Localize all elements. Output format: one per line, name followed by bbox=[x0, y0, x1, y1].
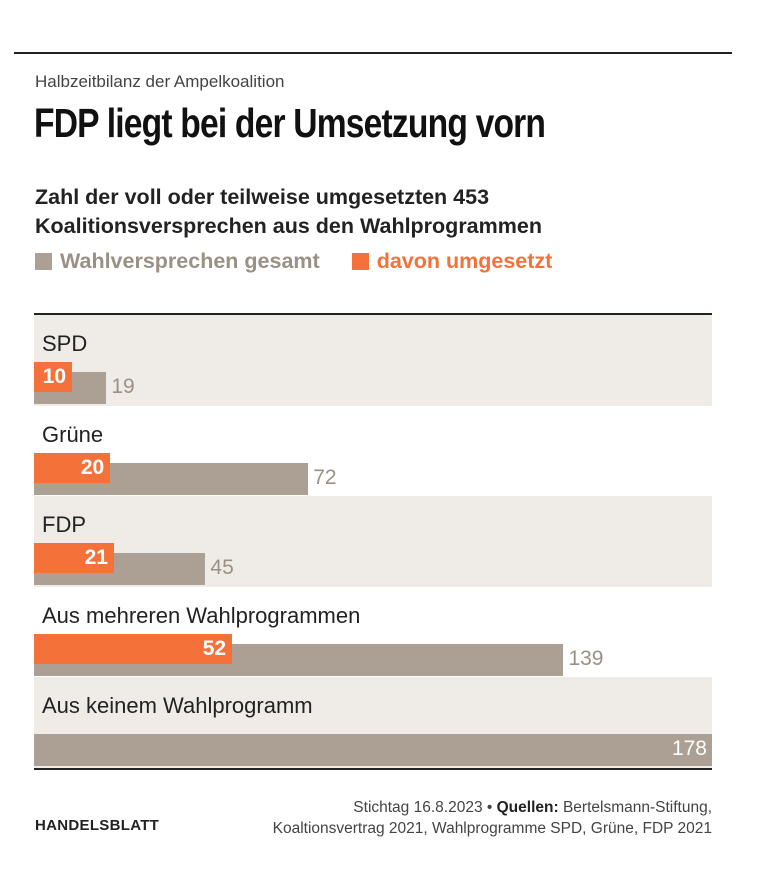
category-label: Aus mehreren Wahlprogrammen bbox=[42, 602, 361, 628]
bar-done: 21 bbox=[34, 543, 114, 574]
chart-subtitle: Zahl der voll oder teilweise umgesetzten… bbox=[35, 183, 542, 241]
footnote-sources-label: Quellen: bbox=[496, 799, 559, 816]
category-label: FDP bbox=[42, 512, 86, 538]
category-label: SPD bbox=[42, 331, 88, 356]
footnote-sources-line-2: Koaltionsvertrag 2021, Wahlprogramme SPD… bbox=[272, 820, 712, 837]
brand-logo: HANDELSBLATT bbox=[35, 817, 160, 834]
bar-done: 20 bbox=[34, 452, 111, 483]
total-value-label: 178 bbox=[671, 737, 707, 761]
bar-chart: SPD 19 10 Grüne 72 20 FDP 45 21 Aus mehreren Wahl… bbox=[34, 315, 712, 769]
subtitle-line-1: Zahl der voll oder teilweise umgesetzten… bbox=[35, 185, 490, 209]
chart-row: SPD 19 10 bbox=[34, 315, 712, 406]
legend-item-total: Wahlversprechen gesamt bbox=[35, 249, 320, 274]
total-value-label: 72 bbox=[313, 465, 337, 489]
chart-top-rule bbox=[34, 313, 712, 315]
legend-label-done: davon umgesetzt bbox=[376, 249, 553, 273]
category-label: Aus keinem Wahlprogramm bbox=[42, 693, 313, 719]
chart-row: Aus mehreren Wahlprogrammen 139 52 bbox=[34, 586, 712, 678]
kicker: Halbzeitbilanz der Ampelkoalition bbox=[35, 72, 285, 91]
total-value-label: 45 bbox=[210, 556, 234, 580]
chart-bottom-rule bbox=[34, 768, 712, 770]
bar-done: 52 bbox=[34, 633, 233, 664]
total-value-label: 19 bbox=[111, 375, 135, 398]
subtitle-line-2: Koalitionsversprechen aus den Wahlprogra… bbox=[35, 214, 542, 238]
footnote-sources-line-1: Bertelsmann-Stiftung, bbox=[562, 799, 712, 816]
bar-done: 10 bbox=[34, 362, 73, 392]
legend: Wahlversprechen gesamt davon umgesetzt bbox=[35, 249, 552, 274]
footnote-date: Stichtag 16.8.2023 • bbox=[353, 799, 493, 816]
footnote: Stichtag 16.8.2023 • Quellen: Bertelsman… bbox=[273, 797, 712, 839]
bar-total bbox=[34, 734, 712, 767]
category-label: Grüne bbox=[42, 421, 104, 447]
chart-row: Aus keinem Wahlprogramm 178 bbox=[34, 677, 712, 769]
total-value-label: 139 bbox=[568, 646, 604, 670]
legend-swatch-total bbox=[35, 253, 52, 270]
chart-title: FDP liegt bei der Umsetzung vorn bbox=[34, 100, 546, 146]
legend-swatch-done bbox=[351, 253, 369, 270]
chart-row: Grüne 72 20 bbox=[34, 405, 712, 497]
legend-item-done: davon umgesetzt bbox=[351, 249, 553, 274]
footnote-line-1: Stichtag 16.8.2023 • Quellen: Bertelsman… bbox=[273, 797, 712, 818]
legend-label-total: Wahlversprechen gesamt bbox=[60, 249, 320, 273]
top-rule bbox=[14, 52, 732, 54]
chart-row: FDP 45 21 bbox=[34, 496, 712, 588]
